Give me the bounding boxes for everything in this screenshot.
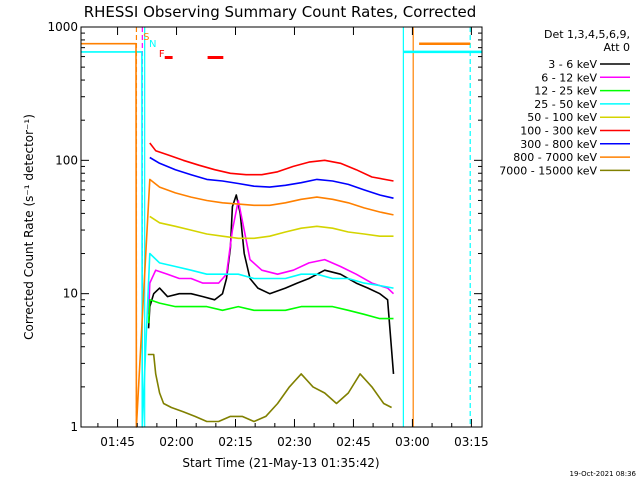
legend-header-1: Det 1,3,4,5,6,9, [544,28,630,41]
series-line [147,194,395,374]
y-tick-label: 100 [55,153,78,167]
series-lines [81,42,482,428]
series-line [147,199,395,315]
legend-entry-label: 100 - 300 keV [520,125,597,138]
flag-label: S [143,32,149,43]
x-tick-label: 03:00 [395,435,430,449]
legend-entry-label: 50 - 100 keV [527,111,597,124]
series-line [147,353,392,423]
legend-entry-label: 12 - 25 keV [534,85,597,98]
flag-label: F [159,49,165,60]
series-line [81,51,394,428]
series-line [149,142,394,182]
plot-frame [80,26,483,428]
legend-entry-label: 3 - 6 keV [548,58,597,71]
legend-entry-label: 6 - 12 keV [541,71,597,84]
x-tick-label: 01:45 [100,435,135,449]
legend-entry-label: 7000 - 15000 keV [499,164,597,177]
legend-entry-label: 25 - 50 keV [534,98,597,111]
x-tick-label: 02:15 [218,435,253,449]
x-tick-label: 03:15 [454,435,489,449]
series-line [149,156,394,199]
x-tick-label: 02:30 [277,435,312,449]
x-tick-label: 02:45 [336,435,371,449]
legend-entry-label: 800 - 7000 keV [513,151,597,164]
series-line [81,42,394,428]
y-axis-label: Corrected Count Rate (s⁻¹ detector⁻¹) [22,114,36,340]
flag-annotations: SNF [143,32,224,60]
y-tick-label: 1 [70,420,78,434]
flag-bar [207,56,224,59]
vertical-markers [135,27,471,427]
series-line [149,215,394,240]
y-tick-label: 1000 [47,20,78,34]
legend-header-2: Att 0 [604,41,630,54]
series-line [147,298,394,324]
x-axis-label: Start Time (21-May-13 01:35:42) [182,456,379,470]
flag-label: N [149,39,156,50]
chart-title: RHESSI Observing Summary Count Rates, Co… [84,3,477,21]
footer-timestamp: 19-Oct-2021 08:36 [570,470,637,478]
y-tick-label: 10 [63,287,78,301]
flag-bar [164,56,173,59]
x-tick-label: 02:00 [159,435,194,449]
axis-ticks: 1 10 100 1000 01:45 02:00 02:15 02:30 02:45 03:00… [47,20,488,449]
legend-entry-label: 300 - 800 keV [520,138,597,151]
